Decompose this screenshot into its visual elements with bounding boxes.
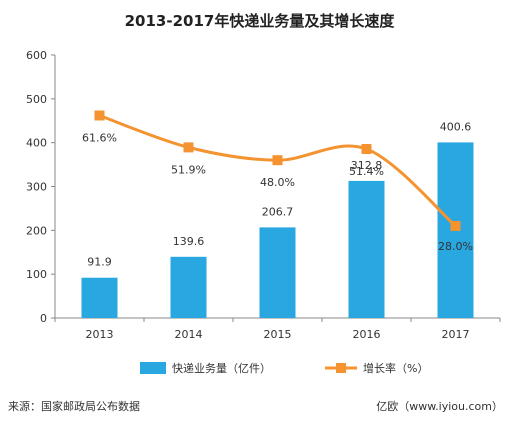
legend-bar-label: 快递业务量（亿件） xyxy=(172,361,271,375)
y-tick-label: 500 xyxy=(26,93,47,106)
growth-value-label: 48.0% xyxy=(260,176,295,189)
y-tick-label: 0 xyxy=(40,312,47,325)
growth-point xyxy=(450,220,461,231)
x-tick-label: 2016 xyxy=(353,328,381,341)
growth-point xyxy=(361,144,372,155)
legend-line-label: 增长率（%） xyxy=(363,361,428,375)
growth-value-label: 28.0% xyxy=(438,240,473,253)
bar xyxy=(170,256,207,318)
y-tick-label: 100 xyxy=(26,268,47,281)
growth-point xyxy=(183,142,194,153)
legend-bar-swatch xyxy=(140,362,166,374)
x-tick-label: 2017 xyxy=(442,328,470,341)
y-tick-label: 600 xyxy=(26,49,47,62)
source-note: 来源：国家邮政局公布数据 xyxy=(8,400,140,413)
chart-title: 2013-2017年快递业务量及其增长速度 xyxy=(124,12,395,30)
x-tick-label: 2015 xyxy=(264,328,292,341)
legend: 快递业务量（亿件） 增长率（%） xyxy=(140,361,428,375)
bar xyxy=(348,180,385,318)
growth-value-label: 51.9% xyxy=(171,163,206,176)
y-tick-label: 400 xyxy=(26,137,47,150)
bar xyxy=(259,227,296,318)
y-tick-label: 300 xyxy=(26,181,47,194)
bar-series xyxy=(81,142,474,318)
bar xyxy=(81,277,118,318)
bar-value-label: 206.7 xyxy=(262,205,294,218)
bar-value-label: 139.6 xyxy=(173,235,205,248)
growth-value-label: 51.4% xyxy=(349,165,384,178)
bar-value-label: 91.9 xyxy=(87,256,112,269)
legend-line-marker xyxy=(336,363,346,373)
x-tick-label: 2014 xyxy=(175,328,203,341)
brand-note: 亿欧（www.iyiou.com） xyxy=(376,400,503,413)
growth-value-label: 61.6% xyxy=(82,131,117,144)
y-tick-label: 200 xyxy=(26,224,47,237)
bar-value-label: 400.6 xyxy=(440,120,472,133)
growth-point xyxy=(272,155,283,166)
bar-value-label: 312.8 xyxy=(351,159,383,172)
line-series xyxy=(94,110,461,231)
data-labels: 91.9 139.6 206.7 312.8 400.6 61.6% 51.9% 48.0% 5… xyxy=(82,120,473,268)
axes: 0 100 200 300 400 500 600 2013 2014 2015 2016 2017 xyxy=(26,49,501,341)
x-tick-label: 2013 xyxy=(86,328,114,341)
growth-point xyxy=(94,110,105,121)
